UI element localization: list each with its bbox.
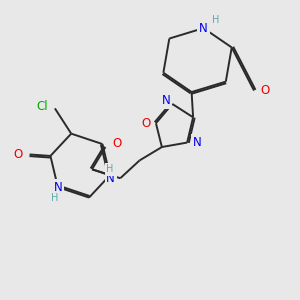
Text: O: O [141, 117, 151, 130]
Text: O: O [112, 137, 121, 150]
Text: O: O [261, 84, 270, 97]
Text: N: N [162, 94, 171, 107]
Text: Cl: Cl [37, 100, 48, 113]
Text: N: N [106, 172, 115, 185]
Text: H: H [106, 164, 114, 174]
Text: N: N [53, 181, 62, 194]
Text: H: H [212, 15, 219, 25]
Text: N: N [193, 136, 201, 149]
Text: H: H [51, 194, 58, 203]
Text: O: O [14, 148, 23, 161]
Text: N: N [199, 22, 208, 34]
